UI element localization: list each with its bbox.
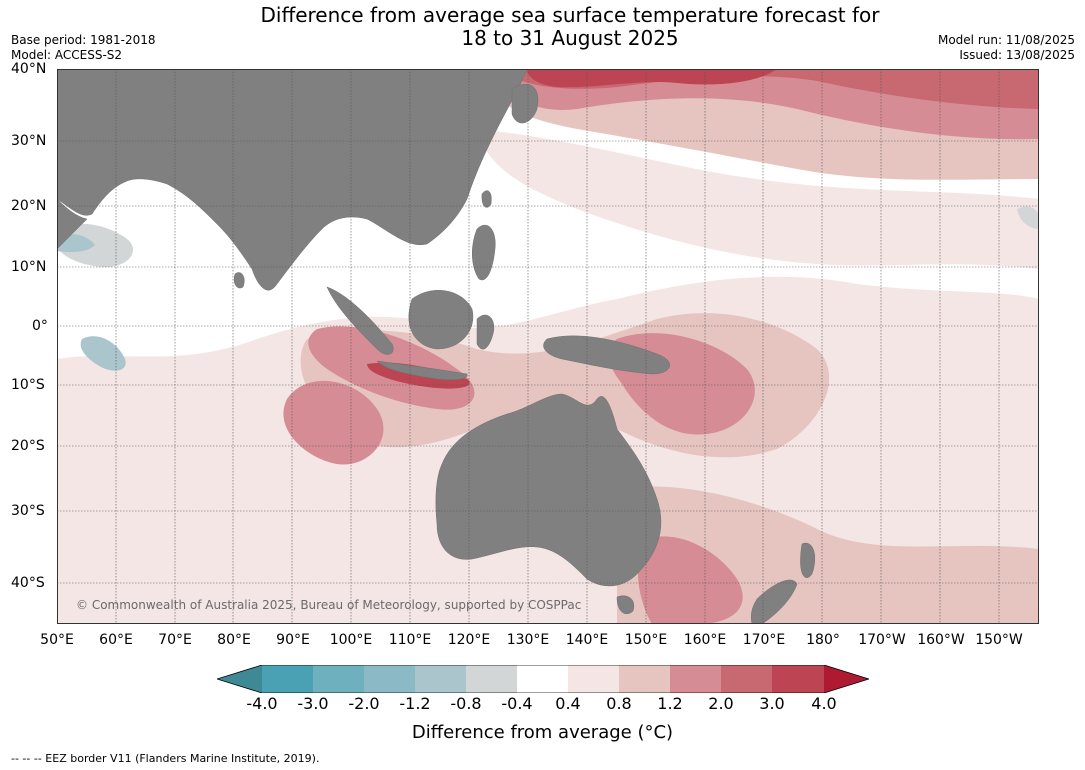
lon-label-150w: 150°W [975,632,1023,648]
title-line-1: Difference from average sea surface temp… [260,3,880,27]
colorbar [217,665,869,693]
philippines-islands [472,224,496,281]
lon-label-70e: 70°E [158,632,192,648]
lat-label-20n: 20°N [11,198,47,214]
australia-landmass [435,393,662,587]
colorbar-swatch [721,665,772,693]
colorbar-tick: 2.0 [708,694,734,713]
colorbar-swatch [364,665,415,693]
lon-label-100e: 100°E [329,632,373,648]
colorbar-swatch [313,665,364,693]
lon-label-130e: 130°E [506,632,550,648]
korea-japan-landmass [511,84,539,124]
colorbar-tick: 0.4 [555,694,581,713]
lat-label-30s: 30°S [11,503,45,519]
lat-label-10s: 10°S [11,377,45,393]
lon-label-180: 180° [806,632,840,648]
anomaly-patch-pacific-cool [1017,206,1039,229]
colorbar-swatch [568,665,619,693]
colorbar-label: Difference from average (°C) [411,722,674,743]
lon-label-120e: 120°E [447,632,491,648]
sst-anomaly-map [57,69,1039,624]
lat-label-0: 0° [32,318,48,334]
colorbar-swatch [466,665,517,693]
issued-date: Issued: 13/08/2025 [959,48,1075,62]
meta-right: Model run: 11/08/2025 Issued: 13/08/2025 [938,33,1075,63]
colorbar-swatch [517,665,568,693]
base-period: Base period: 1981-2018 [11,33,156,47]
lat-label-40n: 40°N [11,61,47,77]
colorbar-tick: 0.8 [606,694,632,713]
lat-label-20s: 20°S [11,438,45,454]
colorbar-tick: 1.2 [657,694,683,713]
lat-label-30n: 30°N [11,133,47,149]
copyright-notice: © Commonwealth of Australia 2025, Bureau… [76,598,582,612]
colorbar-tick: 3.0 [759,694,785,713]
arabia-landmass [57,198,88,250]
meta-left: Base period: 1981-2018 Model: ACCESS-S2 [11,33,156,63]
taiwan-island [481,190,492,208]
colorbar-tick: -1.2 [399,694,431,713]
anomaly-patch-north-hot [527,69,777,88]
colorbar-arrow-low [217,665,262,693]
map-canvas [57,69,1039,624]
lon-label-110e: 110°E [388,632,432,648]
lat-label-40s: 40°S [11,575,45,591]
sri-lanka-island [233,272,245,289]
colorbar-swatch [262,665,313,693]
new-zealand-south-island [750,579,798,624]
borneo-island [408,290,474,350]
colorbar-tick: -3.0 [297,694,329,713]
lat-label-10n: 10°N [11,259,47,275]
colorbar-swatch [772,665,824,693]
anomaly-patch-indian-strong [283,380,384,465]
map-frame [57,69,1039,624]
colorbar-swatch [415,665,466,693]
model-run: Model run: 11/08/2025 [937,33,1075,47]
colorbar-tick: -4.0 [246,694,278,713]
lon-label-160w: 160°W [917,632,965,648]
anomaly-patch-equator-cool [80,336,126,371]
model-name: Model: ACCESS-S2 [11,48,123,62]
lon-label-80e: 80°E [217,632,251,648]
new-guinea-island [543,335,670,375]
lon-label-160e: 160°E [683,632,727,648]
colorbar-swatch [670,665,721,693]
graticule [57,69,1039,624]
anomaly-band-north-light [477,129,1039,269]
chart-title: Difference from average sea surface temp… [0,4,1085,50]
colorbar-tick: -2.0 [348,694,380,713]
lon-label-140e: 140°E [565,632,609,648]
lon-label-90e: 90°E [276,632,310,648]
colorbar-swatch [619,665,670,693]
asia-landmass [57,69,528,291]
title-line-2: 18 to 31 August 2025 [461,26,679,50]
colorbar-arrow-high [824,665,869,693]
lon-label-150e: 150°E [624,632,668,648]
land-masses [57,69,816,624]
colorbar-tick: 4.0 [811,694,837,713]
colorbar-tick: -0.8 [450,694,482,713]
new-zealand-north-island [800,542,816,578]
lon-label-60e: 60°E [99,632,133,648]
tasmania-island [616,595,635,614]
sumatra-island [326,286,394,355]
lon-label-170e: 170°E [742,632,786,648]
java-island [376,360,468,381]
anomaly-patch-tasman-strong [637,536,743,624]
lon-label-50e: 50°E [40,632,74,648]
sulawesi-island [476,314,495,350]
lon-label-170w: 170°W [858,632,906,648]
eez-footnote: -- -- -- EEZ border V11 (Flanders Marine… [11,752,320,765]
colorbar-tick: -0.4 [501,694,533,713]
